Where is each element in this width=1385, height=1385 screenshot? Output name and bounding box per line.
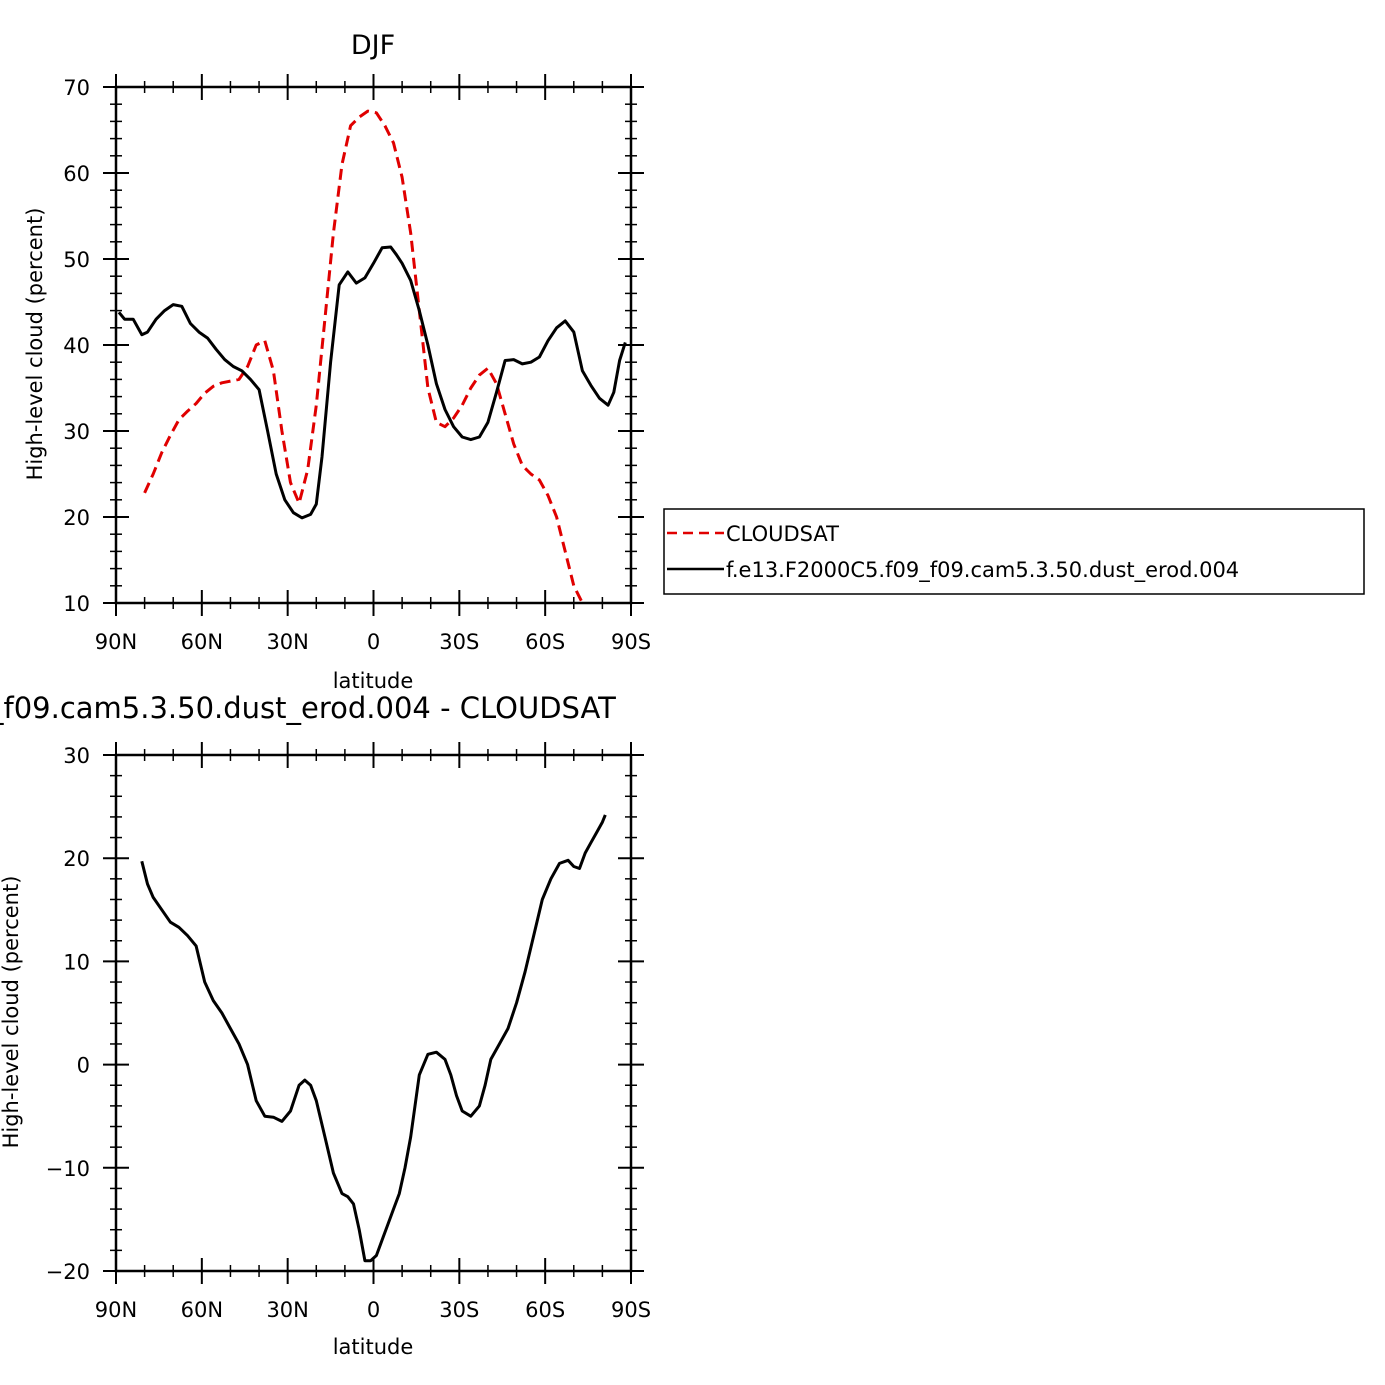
bottom-x-tick-label: 0 — [367, 1298, 380, 1322]
top-chart-xlabel: latitude — [333, 669, 414, 693]
top-x-tick-label: 0 — [367, 630, 380, 654]
top-x-tick-label: 30S — [439, 630, 479, 654]
bottom-chart-title: f.e13.F2000C5.f09_f09.cam5.3.50.dust_ero… — [0, 691, 616, 725]
top-x-tick-label: 90N — [95, 630, 137, 654]
bottom-x-tick-label: 90N — [95, 1298, 137, 1322]
top-y-tick-label: 10 — [63, 592, 90, 616]
top-x-tick-label: 90S — [611, 630, 651, 654]
top-y-tick-label: 50 — [63, 248, 90, 272]
top-chart-title: DJF — [351, 30, 395, 61]
top-y-tick-label: 70 — [63, 76, 90, 100]
bottom-y-tick-label: 10 — [63, 950, 90, 974]
top-chart-axes: 90N 60N 30N 0 30S 60S 90S 10 20 30 40 50 60 70 — [63, 74, 651, 654]
bottom-x-tick-label: 60S — [525, 1298, 565, 1322]
top-panel: DJF High-level cloud (percent) latitude … — [23, 30, 651, 693]
legend: CLOUDSAT f.e13.F2000C5.f09_f09.cam5.3.50… — [663, 508, 1365, 595]
top-x-tick-label: 30N — [266, 630, 308, 654]
bottom-chart-lines — [140, 814, 607, 1263]
bottom-y-tick-label: 30 — [63, 744, 90, 768]
top-series-line-0 — [143, 109, 585, 603]
bottom-series-line-0 — [140, 814, 607, 1263]
bottom-y-tick-label: 0 — [77, 1054, 90, 1078]
legend-label-model: f.e13.F2000C5.f09_f09.cam5.3.50.dust_ero… — [726, 558, 1239, 583]
bottom-chart-ylabel: High-level cloud (percent) — [0, 876, 23, 1149]
bottom-chart-axes: 90N 60N 30N 0 30S 60S 90S −20 −10 0 10 20 30 — [46, 742, 651, 1322]
top-chart-ylabel: High-level cloud (percent) — [23, 208, 47, 481]
bottom-y-tick-label: 20 — [63, 847, 90, 871]
top-y-tick-label: 30 — [63, 420, 90, 444]
top-x-tick-label: 60S — [525, 630, 565, 654]
legend-box — [663, 508, 1365, 595]
bottom-chart-xlabel: latitude — [333, 1335, 414, 1359]
bottom-x-tick-label: 30S — [439, 1298, 479, 1322]
top-series-line-1 — [117, 245, 627, 520]
bottom-x-tick-label: 60N — [181, 1298, 223, 1322]
bottom-x-tick-label: 90S — [611, 1298, 651, 1322]
legend-label-cloudsat: CLOUDSAT — [726, 522, 839, 546]
bottom-panel: f.e13.F2000C5.f09_f09.cam5.3.50.dust_ero… — [0, 691, 651, 1359]
top-chart-lines — [117, 109, 627, 603]
bottom-x-tick-label: 30N — [266, 1298, 308, 1322]
top-y-tick-label: 20 — [63, 506, 90, 530]
bottom-y-tick-label: −10 — [46, 1157, 90, 1181]
top-y-tick-label: 60 — [63, 162, 90, 186]
top-y-tick-label: 40 — [63, 334, 90, 358]
bottom-y-tick-label: −20 — [46, 1260, 90, 1284]
top-x-tick-label: 60N — [181, 630, 223, 654]
